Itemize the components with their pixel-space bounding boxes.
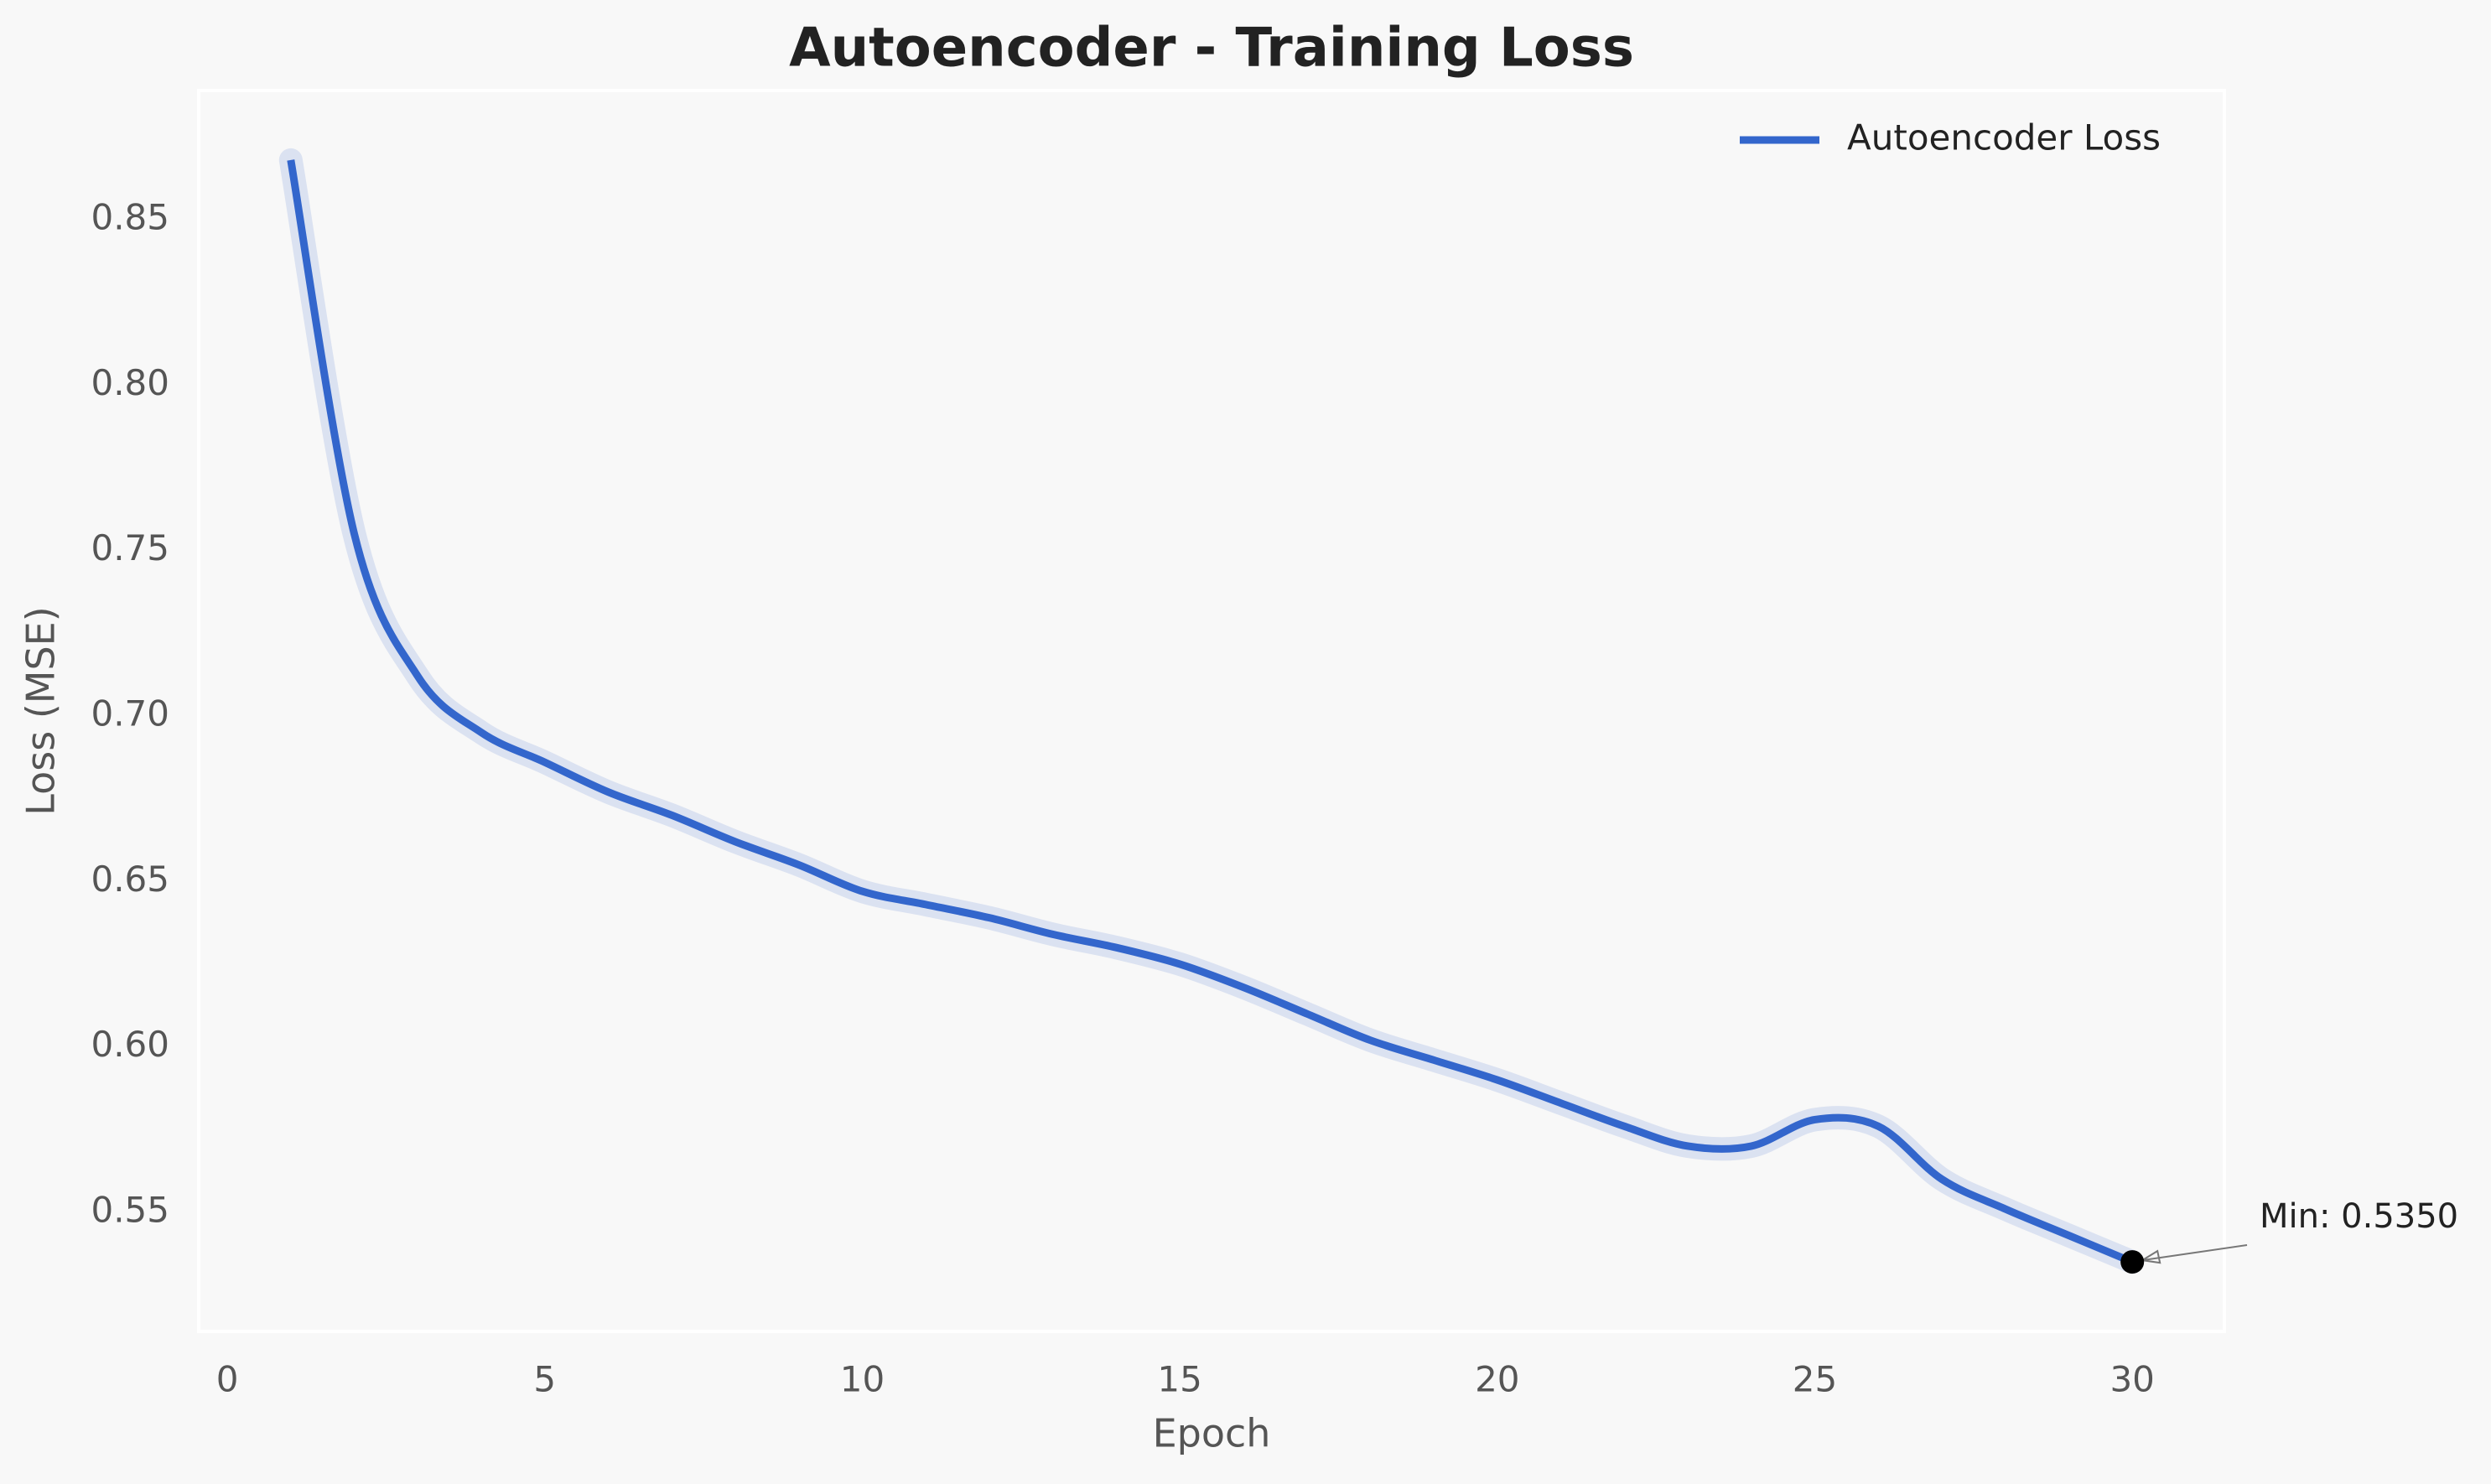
x-tick-label: 0: [216, 1359, 239, 1400]
x-tick-label: 5: [533, 1359, 556, 1400]
x-tick-label: 10: [840, 1359, 885, 1400]
legend-label: Autoencoder Loss: [1847, 117, 2161, 158]
y-tick-label: 0.80: [91, 362, 169, 403]
x-tick-label: 30: [2110, 1359, 2154, 1400]
y-tick-label: 0.70: [91, 693, 169, 734]
x-tick-label: 25: [1793, 1359, 1837, 1400]
annotation-arrow: [2142, 1244, 2248, 1262]
y-tick-label: 0.75: [91, 527, 169, 568]
y-axis-label: Loss (MSE): [18, 606, 64, 815]
x-axis-label: Epoch: [1153, 1411, 1271, 1456]
y-tick-label: 0.60: [91, 1024, 169, 1065]
y-tick-label: 0.85: [91, 196, 169, 237]
x-tick-label: 20: [1475, 1359, 1519, 1400]
annotation: Min: 0.5350: [2260, 1197, 2458, 1236]
plot-frame: [197, 89, 2226, 1333]
chart-title: Autoencoder - Training Loss: [789, 18, 1634, 80]
min-marker: [2120, 1250, 2145, 1274]
y-tick-label: 0.55: [91, 1189, 169, 1230]
y-tick-label: 0.65: [91, 859, 169, 900]
line: [287, 159, 2134, 1266]
x-tick-label: 15: [1157, 1359, 1201, 1400]
annotation-arrowhead: [2140, 1249, 2161, 1264]
